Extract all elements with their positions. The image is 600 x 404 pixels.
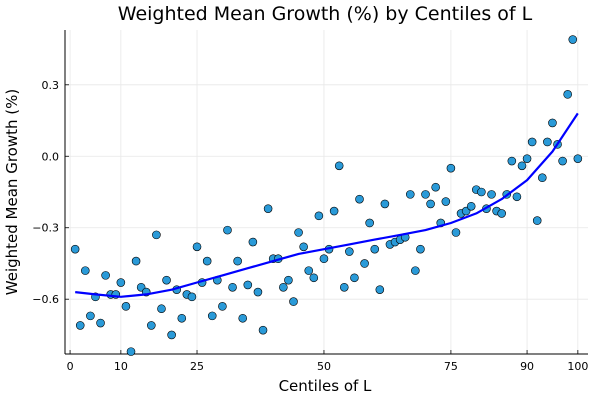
data-point — [243, 280, 253, 290]
data-point — [365, 218, 374, 228]
data-point — [101, 271, 110, 280]
data-point — [263, 204, 273, 213]
x-tick-label: 10 — [114, 360, 128, 373]
x-axis-label: Centiles of L — [279, 377, 372, 395]
y-axis-label: Weighted Mean Growth (%) — [3, 89, 21, 295]
data-point — [218, 302, 227, 311]
data-point — [334, 161, 344, 171]
data-point — [339, 282, 349, 292]
data-point — [512, 192, 522, 202]
data-point — [522, 154, 532, 163]
x-tick-label: 0 — [67, 360, 74, 373]
axes — [64, 30, 588, 355]
x-tick-label: 75 — [444, 360, 458, 373]
fit-line-group — [75, 112, 579, 298]
x-tick-label: 25 — [190, 360, 204, 373]
data-point — [167, 330, 176, 340]
data-points — [70, 35, 583, 356]
data-point — [299, 242, 308, 252]
data-point — [350, 273, 359, 283]
data-point — [248, 237, 258, 247]
data-point — [96, 318, 105, 328]
data-point — [517, 161, 527, 171]
x-tick-label: 90 — [520, 360, 534, 373]
grid-lines — [65, 30, 588, 354]
data-point — [405, 190, 415, 199]
y-axis-ticks: −0.6 −0.3 0.0 0.3 — [32, 79, 69, 306]
data-point — [131, 256, 141, 266]
data-point — [238, 313, 248, 323]
data-point — [532, 216, 542, 225]
data-point — [314, 211, 324, 221]
data-point — [416, 244, 425, 254]
data-point — [192, 242, 202, 252]
data-point — [548, 118, 557, 128]
data-point — [451, 228, 461, 237]
data-point — [75, 321, 85, 330]
data-point — [162, 275, 171, 285]
data-point — [207, 311, 217, 321]
data-point — [487, 190, 496, 199]
data-point — [147, 321, 156, 330]
data-point — [426, 199, 435, 209]
data-point — [294, 228, 303, 237]
data-point — [126, 347, 136, 356]
x-axis-ticks: 0 10 25 50 75 90 100 — [67, 350, 588, 373]
data-point — [289, 297, 298, 306]
data-point — [253, 287, 263, 297]
data-point — [507, 156, 517, 166]
data-point — [497, 209, 506, 218]
fit-line — [75, 112, 579, 298]
chart-title: Weighted Mean Growth (%) by Centiles of … — [118, 3, 533, 25]
data-point — [70, 244, 80, 254]
y-tick-label: −0.6 — [32, 293, 59, 306]
data-point — [279, 282, 288, 292]
data-point — [563, 90, 572, 99]
x-tick-label: 100 — [567, 360, 588, 373]
data-point — [573, 154, 583, 163]
data-point — [152, 230, 161, 240]
data-point — [284, 275, 293, 285]
data-point — [81, 266, 90, 275]
data-point — [86, 311, 95, 321]
data-point — [345, 247, 354, 256]
data-point — [223, 225, 232, 235]
data-point — [157, 304, 166, 314]
data-point — [360, 259, 369, 268]
data-point — [202, 256, 212, 266]
x-tick-label: 50 — [317, 360, 331, 373]
data-point — [319, 254, 329, 264]
data-point — [187, 292, 197, 302]
data-point — [309, 273, 319, 283]
data-point — [380, 199, 390, 209]
data-point — [233, 256, 242, 266]
data-point — [116, 278, 126, 287]
y-tick-label: −0.3 — [32, 222, 59, 235]
data-point — [477, 187, 486, 197]
data-point — [370, 244, 380, 254]
data-point — [527, 137, 537, 147]
data-point — [538, 173, 547, 183]
data-point — [431, 182, 440, 192]
data-point — [375, 285, 385, 294]
data-point — [177, 313, 187, 323]
data-point — [441, 197, 451, 206]
data-point — [329, 206, 339, 216]
y-tick-label: 0.3 — [42, 79, 60, 92]
data-point — [446, 163, 456, 173]
data-point — [258, 325, 268, 335]
data-point — [304, 266, 314, 275]
data-point — [121, 302, 131, 311]
data-point — [568, 35, 578, 44]
y-tick-label: 0.0 — [42, 150, 60, 163]
data-point — [228, 282, 237, 292]
data-point — [355, 194, 364, 204]
data-point — [466, 201, 476, 211]
data-point — [421, 190, 430, 199]
data-point — [558, 156, 567, 166]
data-point — [411, 266, 420, 275]
data-point — [543, 137, 552, 147]
